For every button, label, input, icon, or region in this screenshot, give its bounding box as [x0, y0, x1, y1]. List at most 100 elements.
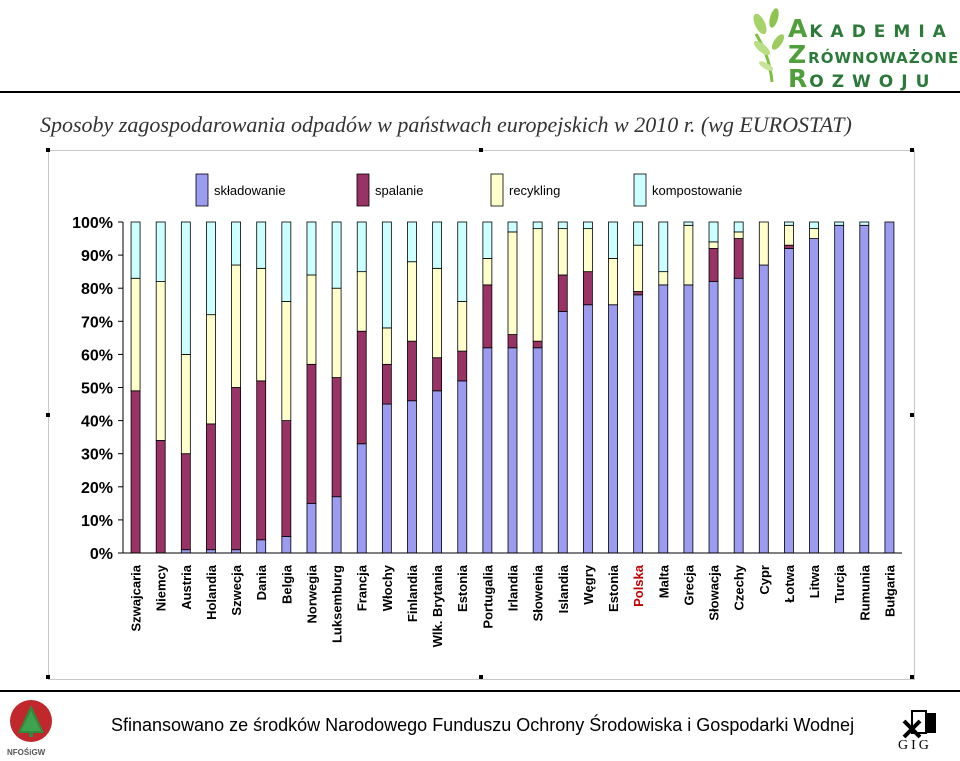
- y-axis: 0% 10% 20% 30% 40% 50% 60% 70% 80% 90% 100%: [72, 215, 124, 563]
- bar-segment: [532, 347, 543, 554]
- frame-handle: [910, 148, 914, 152]
- bar-segment: [884, 221, 895, 554]
- x-tick-label: Luksemburg: [330, 565, 345, 643]
- legend-swatch: [356, 173, 370, 207]
- x-tick-label: Grecja: [681, 564, 696, 605]
- bar-segment: [683, 284, 694, 554]
- logo-initial-3: R: [788, 64, 810, 93]
- bar-segment: [256, 539, 267, 554]
- bar-segment: [507, 334, 518, 349]
- x-tick-label: Szwajcaria: [129, 564, 144, 631]
- x-tick-label: Polska: [631, 564, 646, 607]
- bar-segment: [608, 258, 618, 306]
- bar-segment: [582, 228, 593, 273]
- bar-segment: [708, 221, 719, 243]
- bar-segment: [130, 390, 141, 554]
- logo-initial-2: Z: [788, 40, 809, 69]
- x-tick-label: Wlk. Brytania: [430, 564, 445, 647]
- logo-rest-1: KADEMIA: [809, 22, 954, 42]
- page-title: Sposoby zagospodarowania odpadów w państ…: [40, 112, 852, 137]
- x-tick-label: Belgia: [279, 564, 294, 604]
- bar-segment: [658, 284, 669, 554]
- x-tick-label: Estonia: [606, 564, 621, 612]
- x-tick-label: Słowenia: [531, 564, 546, 621]
- x-tick-label: Cypr: [757, 565, 772, 595]
- frame-handle: [46, 413, 50, 417]
- bar-segment: [733, 221, 744, 233]
- bar-segment: [507, 231, 518, 335]
- bar-segment: [130, 221, 141, 279]
- bar-segment: [206, 314, 216, 425]
- bar-segment: [482, 221, 493, 259]
- bar-segment: [582, 304, 593, 554]
- bar-segment: [733, 277, 744, 554]
- legend-swatch: [195, 173, 209, 207]
- bar-segment: [381, 363, 392, 405]
- bar-segment: [532, 221, 543, 230]
- bar-segment: [457, 350, 468, 382]
- bar-segment: [784, 221, 794, 226]
- bar-segment: [432, 357, 443, 392]
- x-tick-label: Litwa: [807, 564, 822, 598]
- bar-segment: [633, 294, 644, 554]
- bar-segment: [708, 281, 719, 554]
- bar-segment: [356, 443, 367, 554]
- bar-segment: [356, 330, 367, 445]
- x-tick-label: Austria: [179, 564, 194, 610]
- x-tick-label: Portugalia: [480, 564, 495, 628]
- logo-line-3: ROZWOJU: [788, 64, 937, 93]
- y-tick-label: 10%: [81, 513, 113, 530]
- gig-label: GIG: [898, 738, 932, 753]
- bar-segment: [834, 224, 845, 554]
- bar-segment: [557, 310, 568, 554]
- bar-segment: [784, 244, 794, 249]
- logo-rest-2: RÓWNOWAŻONEGO: [808, 49, 960, 67]
- bar-segment: [407, 221, 417, 263]
- bar-segment: [507, 221, 518, 233]
- frame-handle: [46, 675, 50, 679]
- bar-segment: [381, 221, 392, 329]
- y-tick-label: 20%: [81, 480, 113, 497]
- bar-segment: [809, 238, 819, 554]
- bar-segment: [331, 377, 342, 498]
- bar-segment: [432, 221, 443, 269]
- bar-segment: [356, 271, 367, 332]
- y-tick-label: 40%: [81, 414, 113, 431]
- bar-segment: [306, 363, 317, 504]
- chart-frame: [46, 148, 915, 680]
- gig-logo-icon: [902, 710, 936, 739]
- bar-segment: [356, 221, 367, 273]
- bar-segment: [507, 347, 518, 554]
- bar-segment: [206, 423, 216, 551]
- legend-label: spalanie: [375, 183, 423, 198]
- bar-segment: [683, 221, 694, 226]
- bar-segment: [155, 281, 166, 441]
- footer-text: Sfinansowano ze środków Narodowego Fundu…: [111, 715, 855, 735]
- bar-segment: [155, 221, 166, 282]
- y-tick-label: 50%: [81, 381, 113, 398]
- bar-segment: [306, 221, 317, 276]
- bar-segment: [482, 258, 493, 286]
- bar-segment: [809, 228, 819, 239]
- bar-segment: [256, 380, 267, 541]
- bar-segment: [557, 274, 568, 312]
- bar-segment: [859, 221, 870, 226]
- bar-segment: [331, 496, 342, 554]
- bar-segment: [281, 536, 292, 554]
- legend-label: recykling: [509, 183, 560, 198]
- bar-segment: [482, 284, 493, 349]
- bar-segment: [733, 238, 744, 279]
- bar-segment: [407, 340, 417, 402]
- bar-segment: [281, 420, 292, 537]
- x-tick-label: Słowacja: [707, 564, 722, 620]
- legend-swatch: [490, 173, 504, 207]
- bar-segment: [180, 221, 191, 355]
- logo-rest-3: OZWOJU: [809, 72, 938, 92]
- frame-handle: [910, 413, 914, 417]
- bottom-divider: [0, 690, 960, 692]
- bar-segment: [582, 271, 593, 306]
- bar-segment: [784, 224, 794, 246]
- frame-handle: [479, 148, 483, 152]
- bar-segment: [532, 228, 543, 342]
